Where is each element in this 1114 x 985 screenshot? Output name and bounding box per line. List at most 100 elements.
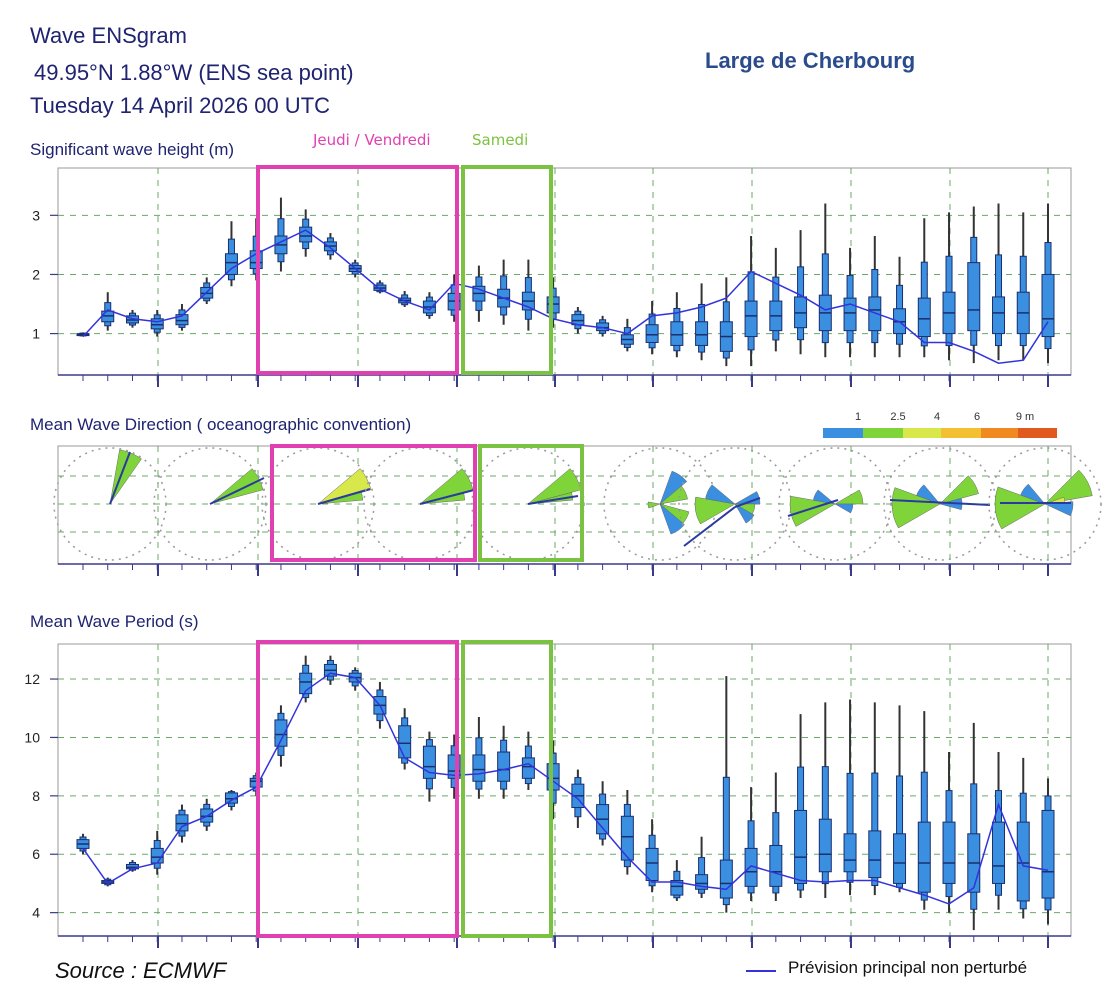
box-whisker (1016, 757, 1030, 919)
quartile-box (670, 321, 684, 346)
box-whisker (893, 256, 907, 358)
quartile-box (645, 324, 659, 343)
rose-wedge (1020, 483, 1046, 505)
pink-highlight-height (256, 165, 459, 375)
wave-period-title: Mean Wave Period (s) (30, 612, 199, 631)
direction-rose (778, 447, 892, 561)
box-whisker (843, 699, 857, 896)
wave-height-boxes (76, 197, 1055, 367)
box-whisker (917, 711, 931, 910)
quartile-box (868, 830, 882, 879)
rose-circle (53, 447, 167, 561)
green-day-label: Samedi (472, 131, 529, 149)
wave-height-control-line (82, 229, 1049, 364)
rose-wedge (659, 470, 688, 505)
scale-label: 1 (855, 411, 861, 423)
scale-swatch (941, 428, 981, 438)
y-tick-label: 3 (32, 207, 40, 223)
scale-swatch (903, 428, 941, 438)
quartile-box (942, 821, 956, 884)
quartile-box (695, 321, 709, 346)
mean-direction-line (527, 495, 579, 505)
rose-wedge (891, 487, 941, 529)
wave-height-x-axis (58, 374, 1071, 387)
quartile-box (893, 833, 907, 884)
direction-rose (883, 447, 997, 561)
quartile-box (1016, 821, 1030, 902)
quartile-box (794, 809, 808, 884)
whisker-box (846, 772, 854, 883)
y-tick-label: 4 (32, 905, 40, 921)
rose-wedge (647, 501, 661, 509)
wave-direction-title: Mean Wave Direction ( oceanographic conv… (30, 415, 412, 434)
scale-label: 9 m (1016, 411, 1034, 423)
wave-direction-panel: 1 2.5 4 6 9 m (53, 411, 1102, 576)
chart-coordinates: 49.95°N 1.88°W (ENS sea point) (34, 60, 354, 85)
rose-wedge (694, 496, 736, 525)
box-whisker (967, 206, 981, 364)
whisker-box (722, 776, 730, 906)
box-whisker (942, 212, 956, 361)
box-whisker (868, 702, 882, 896)
wave-period-x-axis (58, 935, 1071, 948)
wave-period-panel: 4 6 8 10 12 (24, 643, 1072, 948)
chart-title: Wave ENSgram (30, 23, 187, 48)
quartile-box (521, 757, 535, 779)
scale-label: 2.5 (890, 411, 905, 423)
y-tick-label: 12 (24, 671, 40, 687)
box-whisker (794, 714, 808, 899)
quartile-box (497, 751, 511, 782)
wave-height-title: Significant wave height (m) (30, 140, 235, 159)
box-whisker (843, 247, 857, 358)
box-whisker (620, 318, 634, 352)
box-whisker (670, 292, 684, 358)
y-tick-label: 10 (24, 729, 40, 745)
quartile-box (645, 847, 659, 882)
wave-direction-x-axis (58, 563, 1071, 576)
quartile-box (398, 725, 412, 759)
mean-direction-line (209, 477, 265, 505)
y-tick-label: 2 (32, 266, 40, 282)
quartile-box (546, 296, 560, 314)
location-title: Large de Cherbourg (705, 48, 916, 73)
quartile-box (274, 719, 288, 747)
box-whisker (1041, 203, 1055, 364)
mean-direction-line (419, 489, 475, 505)
pink-highlight-direction (270, 444, 477, 562)
direction-rose (53, 447, 167, 561)
box-whisker (150, 309, 164, 337)
box-whisker (101, 292, 115, 331)
box-whisker (1016, 212, 1030, 361)
whisker-box (871, 772, 879, 886)
rose-circle (261, 447, 375, 561)
box-whisker (769, 772, 783, 901)
box-whisker (942, 752, 956, 913)
mean-direction-line (889, 499, 991, 506)
box-whisker (274, 197, 288, 272)
y-tick-label: 1 (32, 326, 40, 342)
scale-swatch (823, 428, 863, 438)
source-label: Source : ECMWF (55, 958, 227, 983)
quartile-box (670, 880, 684, 896)
box-whisker (447, 274, 461, 322)
box-whisker (472, 717, 486, 799)
rose-wedge (834, 489, 864, 505)
quartile-box (917, 297, 931, 338)
box-whisker (818, 203, 832, 358)
wave-direction-roses (53, 447, 1102, 561)
box-whisker (744, 787, 758, 901)
rose-wedge (734, 503, 755, 524)
box-whisker (868, 236, 882, 358)
box-whisker (645, 819, 659, 893)
rose-wedge (317, 468, 372, 505)
box-whisker (175, 304, 189, 331)
rose-wedge (994, 486, 1046, 530)
rose-wedge (1044, 469, 1093, 505)
direction-rose (261, 447, 375, 561)
quartile-box (744, 300, 758, 338)
box-whisker (596, 781, 610, 846)
box-whisker (794, 230, 808, 355)
green-highlight-period (461, 640, 553, 938)
quartile-box (175, 314, 189, 326)
rose-wedge (1044, 501, 1074, 517)
